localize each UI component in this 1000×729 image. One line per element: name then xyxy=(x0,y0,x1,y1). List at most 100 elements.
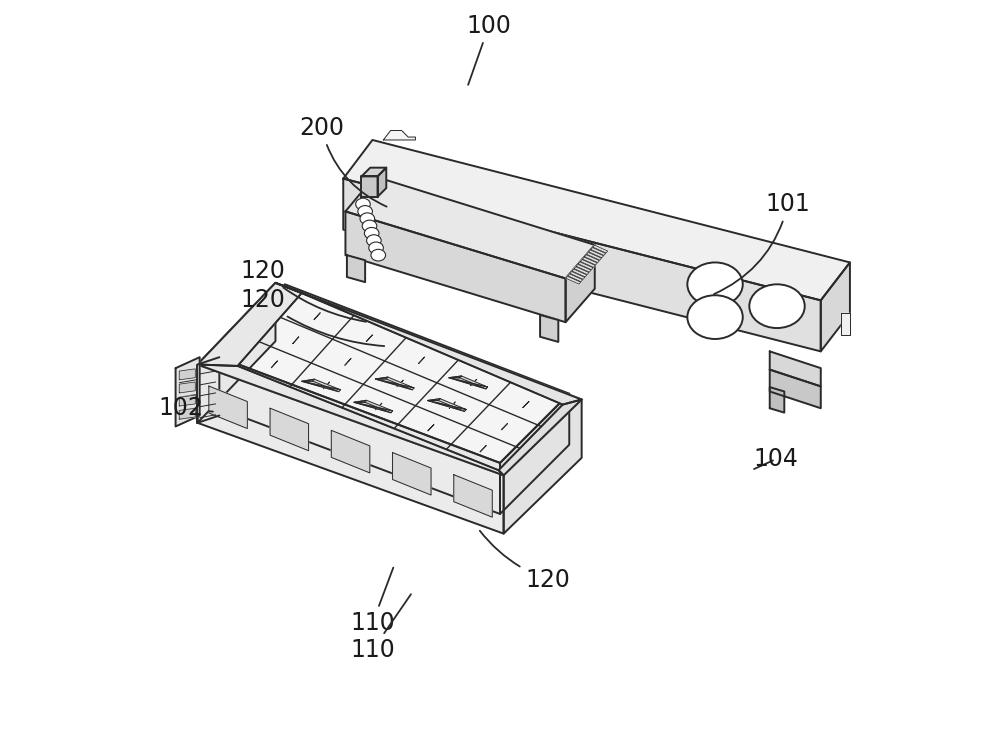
Polygon shape xyxy=(197,283,302,366)
Polygon shape xyxy=(302,381,339,391)
Polygon shape xyxy=(375,379,412,390)
Text: 120: 120 xyxy=(241,289,384,346)
Ellipse shape xyxy=(687,295,743,339)
Polygon shape xyxy=(197,364,504,534)
Polygon shape xyxy=(585,254,599,262)
Polygon shape xyxy=(324,382,330,389)
Polygon shape xyxy=(419,357,425,364)
Polygon shape xyxy=(343,179,821,351)
Polygon shape xyxy=(179,395,195,406)
Polygon shape xyxy=(499,399,582,475)
Polygon shape xyxy=(366,335,372,342)
Polygon shape xyxy=(589,250,604,258)
Polygon shape xyxy=(540,315,558,342)
Polygon shape xyxy=(582,257,597,265)
Polygon shape xyxy=(449,376,488,387)
Polygon shape xyxy=(270,408,309,451)
Polygon shape xyxy=(302,379,314,381)
Polygon shape xyxy=(393,453,431,495)
Text: 110: 110 xyxy=(350,594,411,662)
Polygon shape xyxy=(293,337,299,343)
Polygon shape xyxy=(375,379,414,390)
Polygon shape xyxy=(428,400,466,411)
Polygon shape xyxy=(576,265,591,272)
Polygon shape xyxy=(504,399,582,534)
Polygon shape xyxy=(821,262,850,351)
Polygon shape xyxy=(480,445,486,452)
Polygon shape xyxy=(568,274,583,281)
Text: 200: 200 xyxy=(299,116,387,206)
Polygon shape xyxy=(770,351,821,386)
Polygon shape xyxy=(219,357,500,514)
Polygon shape xyxy=(209,386,247,429)
Polygon shape xyxy=(275,283,582,405)
Polygon shape xyxy=(375,377,388,379)
Polygon shape xyxy=(580,260,595,268)
Polygon shape xyxy=(376,403,382,410)
Text: 120: 120 xyxy=(480,531,570,591)
Polygon shape xyxy=(449,378,488,389)
Polygon shape xyxy=(354,400,393,411)
Polygon shape xyxy=(361,176,378,197)
Polygon shape xyxy=(345,211,566,322)
Polygon shape xyxy=(302,381,340,391)
Polygon shape xyxy=(591,248,606,255)
Polygon shape xyxy=(449,402,455,408)
Polygon shape xyxy=(179,408,195,419)
Polygon shape xyxy=(345,359,351,365)
Polygon shape xyxy=(219,284,569,463)
Polygon shape xyxy=(454,475,492,517)
Polygon shape xyxy=(502,424,508,429)
Polygon shape xyxy=(331,430,370,473)
Polygon shape xyxy=(354,400,367,402)
Polygon shape xyxy=(471,379,477,386)
Polygon shape xyxy=(570,271,585,279)
Polygon shape xyxy=(176,357,200,426)
Polygon shape xyxy=(347,255,365,282)
Polygon shape xyxy=(500,394,569,514)
Polygon shape xyxy=(197,364,504,475)
Ellipse shape xyxy=(371,249,386,261)
Ellipse shape xyxy=(749,284,805,328)
Polygon shape xyxy=(593,245,608,253)
Polygon shape xyxy=(449,378,486,389)
Polygon shape xyxy=(271,361,277,367)
Text: 104: 104 xyxy=(753,448,798,471)
Polygon shape xyxy=(345,176,595,278)
Text: 102: 102 xyxy=(158,397,213,420)
Polygon shape xyxy=(770,370,821,408)
Ellipse shape xyxy=(358,206,372,217)
Polygon shape xyxy=(397,381,403,386)
Polygon shape xyxy=(428,400,465,411)
Polygon shape xyxy=(770,387,784,413)
Polygon shape xyxy=(354,402,393,413)
Polygon shape xyxy=(523,402,529,408)
Polygon shape xyxy=(378,168,386,197)
Text: 120: 120 xyxy=(241,260,366,321)
Text: 101: 101 xyxy=(714,192,810,294)
Polygon shape xyxy=(314,313,320,319)
Polygon shape xyxy=(375,377,414,388)
Polygon shape xyxy=(383,130,415,140)
Ellipse shape xyxy=(362,220,377,232)
Polygon shape xyxy=(179,382,195,393)
Polygon shape xyxy=(566,245,595,322)
Ellipse shape xyxy=(369,242,383,254)
Ellipse shape xyxy=(356,198,370,210)
Polygon shape xyxy=(361,168,386,176)
Polygon shape xyxy=(354,402,391,413)
Ellipse shape xyxy=(367,235,381,246)
Polygon shape xyxy=(197,283,582,475)
Polygon shape xyxy=(572,269,587,277)
Polygon shape xyxy=(302,379,340,390)
Polygon shape xyxy=(578,262,593,270)
Polygon shape xyxy=(449,376,462,378)
Text: 100: 100 xyxy=(467,14,512,85)
Ellipse shape xyxy=(364,227,379,239)
Polygon shape xyxy=(574,267,589,275)
Polygon shape xyxy=(587,252,601,260)
Polygon shape xyxy=(428,399,466,410)
Polygon shape xyxy=(841,313,850,335)
Text: 110: 110 xyxy=(350,568,395,635)
Polygon shape xyxy=(428,399,440,400)
